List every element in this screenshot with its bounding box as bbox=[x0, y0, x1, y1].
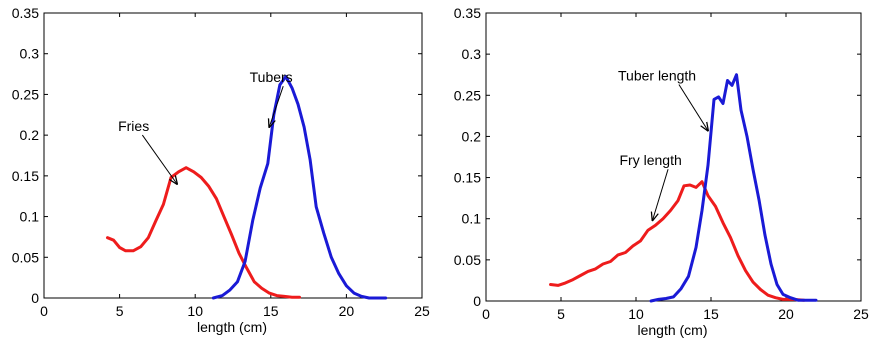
x-tick-label: 5 bbox=[116, 303, 124, 319]
y-tick-label: 0.35 bbox=[12, 5, 39, 21]
annotation-arrow bbox=[678, 84, 708, 130]
x-tick-label: 15 bbox=[263, 303, 279, 319]
y-tick-label: 0.2 bbox=[462, 128, 482, 144]
x-tick-label: 10 bbox=[628, 306, 644, 322]
annotation-label: Fry length bbox=[620, 152, 682, 168]
chart-panel-2: 0 5 10 15 20 25 0 0.05 0.1 0.15 0.2 0.25 0.3 0.35 leng… bbox=[454, 5, 869, 338]
x-axis-label: length (cm) bbox=[197, 319, 267, 335]
x-tick-label: 20 bbox=[778, 306, 794, 322]
series-line-2 bbox=[649, 73, 818, 303]
x-tick-label: 15 bbox=[703, 306, 719, 322]
y-tick-label: 0.25 bbox=[12, 86, 39, 102]
y-tick-label: 0.25 bbox=[454, 87, 481, 103]
y-tick-label: 0 bbox=[473, 293, 481, 309]
y-tick-label: 0.3 bbox=[462, 46, 482, 62]
y-tick-label: 0 bbox=[31, 290, 39, 306]
series-line-1 bbox=[106, 166, 301, 299]
y-tick-label: 0.3 bbox=[20, 46, 40, 62]
annotation-arrow bbox=[653, 169, 669, 220]
x-axis-label: length (cm) bbox=[637, 322, 707, 338]
y-tick-label: 0.05 bbox=[12, 249, 39, 265]
x-tick-label: 5 bbox=[557, 306, 565, 322]
x-tick-label: 25 bbox=[853, 306, 869, 322]
y-tick-label: 0.35 bbox=[454, 5, 481, 21]
series-line-2 bbox=[211, 75, 388, 300]
x-tick-label: 20 bbox=[339, 303, 355, 319]
x-tick-label: 25 bbox=[414, 303, 430, 319]
chart-panel-1: 0 5 10 15 20 25 0 0.05 0.1 0.15 0.2 0.25 0.3 0.35 leng… bbox=[12, 5, 430, 335]
plot-frame bbox=[485, 12, 862, 302]
y-tick-label: 0.15 bbox=[454, 170, 481, 186]
x-tick-label: 10 bbox=[187, 303, 203, 319]
series-line-1 bbox=[549, 180, 806, 302]
x-tick-label: 0 bbox=[482, 306, 490, 322]
x-tick-label: 0 bbox=[40, 303, 48, 319]
y-tick-label: 0.1 bbox=[462, 211, 482, 227]
plot-frame bbox=[43, 12, 423, 299]
y-tick-label: 0.15 bbox=[12, 168, 39, 184]
annotation-arrow bbox=[141, 134, 177, 184]
y-tick-label: 0.05 bbox=[454, 252, 481, 268]
y-tick-label: 0.1 bbox=[20, 209, 40, 225]
annotation-arrow bbox=[269, 86, 284, 127]
annotation-label: Tubers bbox=[250, 69, 293, 85]
y-tick-label: 0.2 bbox=[20, 127, 40, 143]
annotation-label: Tuber length bbox=[618, 67, 696, 83]
annotation-label: Fries bbox=[118, 118, 149, 134]
